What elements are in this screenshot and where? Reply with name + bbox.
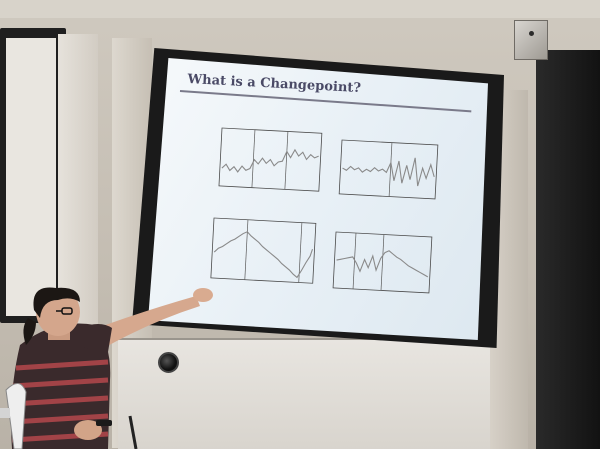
plot-top-right: [338, 139, 439, 200]
plot-bottom-right-changepoint-2: [380, 234, 385, 291]
doorway: [536, 50, 600, 449]
plot-top-left: [218, 127, 323, 192]
plot-bottom-right-frame: [332, 231, 433, 294]
lower-whiteboard: [118, 338, 490, 449]
plot-bottom-left-changepoint-1: [244, 219, 249, 280]
plot-top-left-changepoint-1: [251, 129, 256, 188]
wall-speaker-icon: [514, 20, 548, 60]
plot-top-right-frame: [338, 139, 439, 200]
plot-bottom-left-changepoint-2: [298, 222, 303, 283]
plot-top-left-series: [221, 148, 319, 173]
wall-sensor-icon: [158, 352, 179, 373]
plot-bottom-right: [332, 231, 433, 294]
plot-bottom-left-frame: [210, 217, 317, 284]
left-whiteboard: [0, 28, 66, 323]
plot-bottom-left-series: [213, 231, 314, 279]
plot-top-left-frame: [218, 127, 323, 192]
left-whiteboard-surface: [6, 38, 56, 316]
plot-top-right-changepoint-1: [388, 142, 393, 197]
speaker-indicator: [529, 31, 534, 36]
left-pillar: [58, 34, 98, 334]
ceiling-strip: [0, 0, 600, 18]
plot-bottom-left: [210, 217, 317, 284]
plot-top-left-changepoint-2: [284, 131, 289, 190]
plot-bottom-right-changepoint-1: [352, 233, 357, 289]
plot-top-right-series: [342, 157, 435, 187]
plot-bottom-right-series: [336, 250, 429, 278]
